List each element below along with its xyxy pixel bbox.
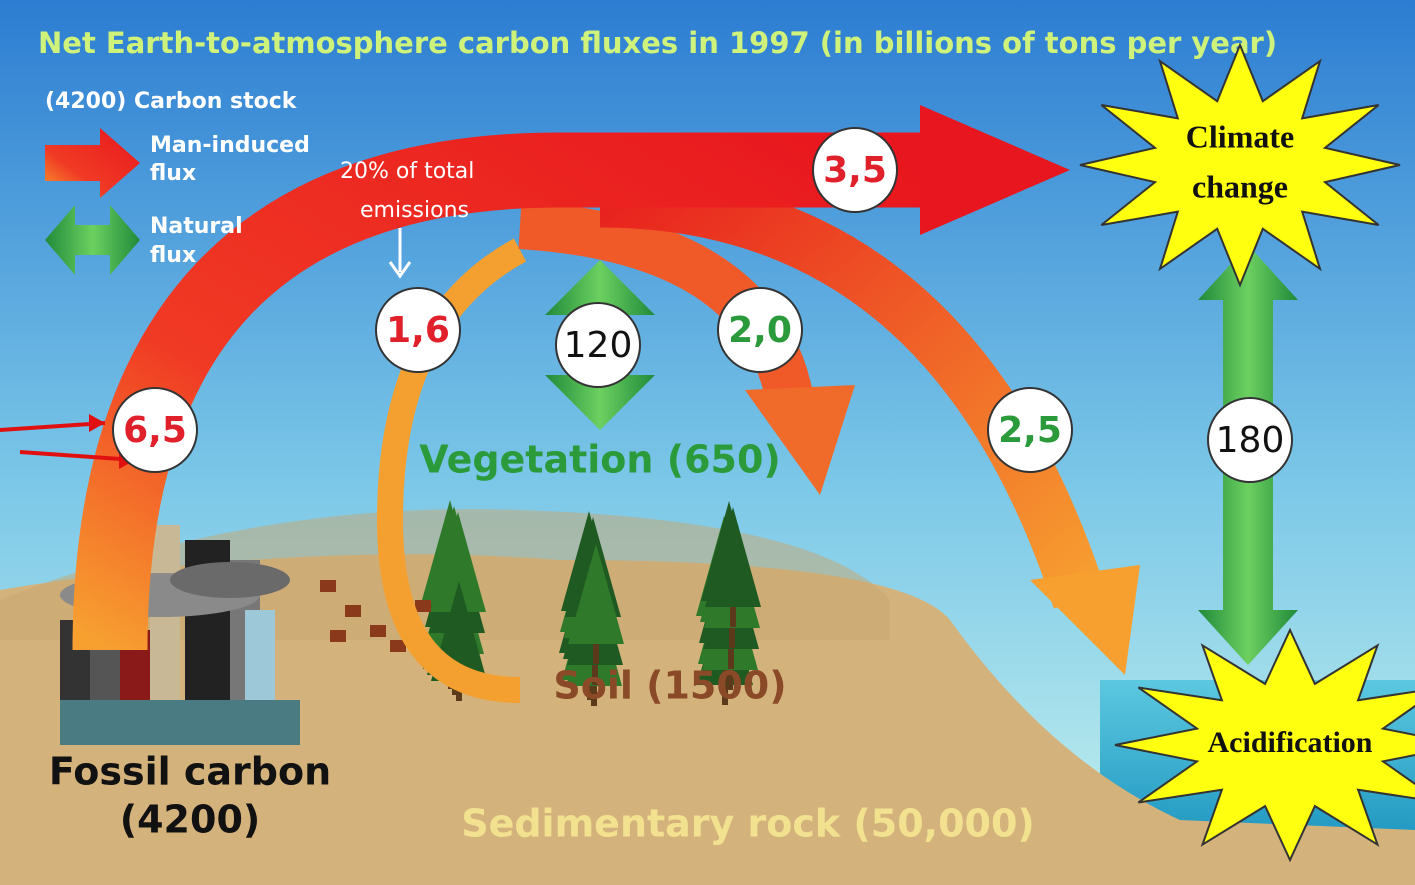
label: flux [150, 161, 196, 186]
trunk [587, 680, 593, 700]
stump [390, 640, 406, 652]
legend-man-arrow [45, 128, 140, 198]
label: Man-induced [150, 133, 310, 158]
stump [330, 630, 346, 642]
pointer-arrowhead [89, 414, 105, 432]
trunk [729, 628, 735, 648]
label: 3,5 [823, 150, 887, 191]
label: Natural [150, 214, 243, 239]
main-arrowhead [920, 105, 1070, 235]
main-arrow [72, 132, 930, 651]
ocean-arrow [599, 172, 1107, 609]
pointer-arrow [19, 450, 136, 462]
starburst [1079, 42, 1401, 288]
trunk [591, 686, 597, 706]
tree [568, 544, 624, 644]
label: Vegetation (650) [419, 438, 781, 482]
label: (4200) Carbon stock [45, 89, 298, 114]
flux-circle [1207, 397, 1293, 483]
label: change [1192, 168, 1288, 204]
smoke [170, 562, 290, 598]
flux-circle [555, 302, 641, 388]
trunk [593, 644, 599, 664]
trunk [592, 665, 598, 685]
starburst [1114, 627, 1415, 863]
deforestation-arrow [376, 238, 527, 703]
label: Fossil carbon [49, 750, 331, 794]
flux-circle [812, 127, 898, 213]
label: emissions [360, 198, 469, 223]
label: 1,6 [386, 310, 450, 351]
label: flux [150, 243, 196, 268]
label: 20% of total [340, 159, 474, 184]
stump [345, 605, 361, 617]
stump [370, 625, 386, 637]
flux-circle [112, 387, 198, 473]
label: 6,5 [123, 410, 187, 451]
label: Soil (1500) [553, 664, 786, 708]
flux-circle [987, 387, 1073, 473]
label: Sedimentary rock (50,000) [461, 802, 1035, 846]
flux-circle [375, 287, 461, 373]
annotation-arrowhead [388, 261, 412, 279]
ocean-arrowhead [1030, 565, 1140, 675]
pointer-arrow [0, 421, 106, 432]
legend-natural-arrow [45, 205, 140, 275]
flux-circle [717, 287, 803, 373]
label: Net Earth-to-atmosphere carbon fluxes in… [38, 26, 1277, 60]
label: 2,5 [998, 410, 1062, 451]
trunk [730, 607, 736, 627]
tree [705, 507, 761, 607]
trunk [727, 670, 733, 690]
label: (4200) [120, 798, 261, 842]
trunk [723, 664, 729, 684]
stump [320, 580, 336, 592]
tree [430, 512, 486, 612]
building [60, 700, 300, 745]
label: Acidification [1208, 726, 1373, 759]
trunk [728, 649, 734, 669]
trunk [722, 685, 728, 705]
stump [415, 600, 431, 612]
label: 120 [564, 325, 633, 366]
label: 180 [1216, 420, 1285, 461]
label: 2,0 [728, 310, 792, 351]
soil-arrowhead [745, 385, 855, 495]
label: Climate [1186, 118, 1294, 154]
